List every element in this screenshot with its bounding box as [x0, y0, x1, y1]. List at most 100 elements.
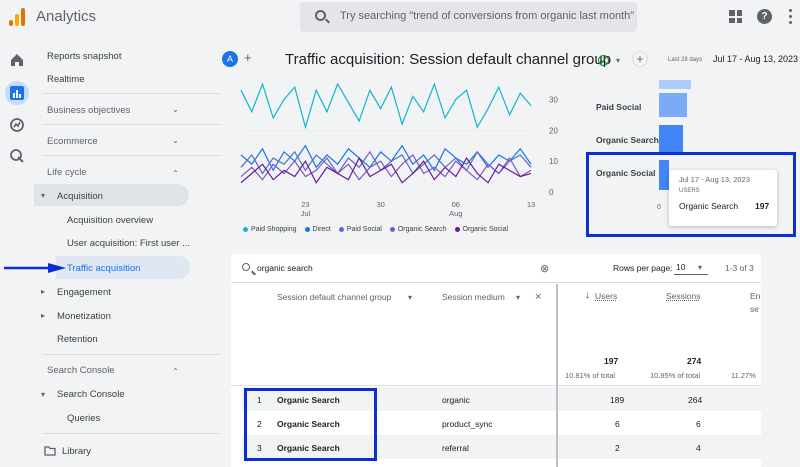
- select-underline: [674, 274, 708, 275]
- sort-arrow-icon[interactable]: ↓: [585, 290, 590, 301]
- apps-grid-icon[interactable]: [729, 10, 742, 23]
- series-line[interactable]: [240, 156, 532, 184]
- divider: [42, 124, 220, 125]
- bar-label: Organic Social: [596, 168, 656, 178]
- col-header-users[interactable]: Users: [595, 291, 618, 301]
- annotation-box: [244, 388, 377, 461]
- legend-item[interactable]: Organic Search: [389, 226, 447, 233]
- x-tick-label: 30: [376, 200, 384, 209]
- remove-dimension-icon[interactable]: ×: [535, 291, 542, 303]
- row-sessions: 4: [696, 443, 701, 453]
- bar[interactable]: [659, 160, 669, 190]
- advertising-icon[interactable]: [9, 148, 25, 164]
- legend-item[interactable]: Paid Shopping: [243, 226, 297, 233]
- x-tick-label: 06: [452, 200, 460, 209]
- sidebar-item-acquisition[interactable]: Acquisition: [57, 191, 103, 202]
- tooltip-channel: Organic Search: [679, 201, 739, 211]
- sidebar-item-queries[interactable]: Queries: [67, 413, 101, 424]
- row-index: 3: [257, 443, 262, 453]
- tooltip-metric: USERS: [679, 188, 700, 194]
- more-vert-icon[interactable]: [789, 9, 793, 24]
- x-tick-label: 13: [527, 200, 535, 209]
- rows-per-page-select[interactable]: 10: [676, 262, 686, 272]
- sidebar-item-retention[interactable]: Retention: [57, 334, 98, 345]
- comparison-avatar[interactable]: A: [222, 51, 238, 67]
- column-divider: [556, 284, 558, 467]
- dropdown-icon[interactable]: ▾: [616, 56, 621, 65]
- report-header: A + Traffic acquisition: Session default…: [222, 44, 800, 78]
- sidebar-item-realtime[interactable]: Realtime: [47, 74, 85, 85]
- sidebar-section-business-objectives[interactable]: Business objectives: [47, 105, 131, 116]
- col-header-sessions[interactable]: Sessions: [666, 291, 701, 301]
- sidebar-item-traffic-acquisition[interactable]: Traffic acquisition: [67, 263, 141, 274]
- col-header-channel-group[interactable]: Session default channel group: [277, 292, 392, 302]
- col-header-truncated[interactable]: se: [750, 304, 759, 314]
- add-comparison-button[interactable]: +: [244, 50, 252, 65]
- chevron-down-icon[interactable]: ⌄: [172, 105, 179, 114]
- series-line[interactable]: [240, 82, 532, 130]
- col-header-session-medium[interactable]: Session medium: [442, 292, 505, 302]
- check-circle-icon: [598, 55, 609, 66]
- sidebar-item-reports-snapshot[interactable]: Reports snapshot: [47, 51, 122, 62]
- date-range-preset[interactable]: Last 28 days: [668, 57, 703, 63]
- chevron-up-icon[interactable]: ⌃: [172, 367, 179, 376]
- legend-item[interactable]: Paid Social: [338, 226, 382, 233]
- analytics-logo-icon[interactable]: [9, 8, 25, 26]
- x-tick-label: Aug: [449, 209, 462, 218]
- date-range[interactable]: Jul 17 - Aug 13, 2023: [713, 54, 799, 64]
- data-table: organic search ⊗ Rows per page: 10 ▾ 1-3…: [231, 254, 761, 467]
- row-medium: product_sync: [442, 419, 493, 429]
- sidebar-section-search-console[interactable]: Search Console: [47, 365, 115, 376]
- sidebar-item-user-acquisition[interactable]: User acquisition: First user ...: [67, 238, 191, 249]
- sidebar-section-ecommerce[interactable]: Ecommerce: [47, 136, 98, 147]
- chevron-down-icon[interactable]: ⌄: [172, 136, 179, 145]
- clear-search-icon[interactable]: ⊗: [540, 263, 550, 275]
- search-input[interactable]: Try searching "trend of conversions from…: [300, 2, 637, 32]
- sidebar-item-library[interactable]: Library: [62, 446, 92, 457]
- caret-right-icon[interactable]: ▸: [41, 311, 46, 320]
- explore-icon[interactable]: [9, 117, 25, 133]
- legend-item[interactable]: Direct: [304, 226, 331, 233]
- series-line[interactable]: [240, 154, 532, 181]
- col-header-truncated[interactable]: En: [750, 291, 761, 301]
- legend-item[interactable]: Organic Social: [454, 226, 508, 233]
- dropdown-icon[interactable]: ▾: [698, 263, 703, 272]
- caret-down-icon[interactable]: ▾: [41, 191, 46, 200]
- search-icon: [242, 263, 250, 271]
- divider: [42, 93, 220, 94]
- reports-icon[interactable]: [9, 85, 25, 101]
- home-icon[interactable]: [9, 52, 25, 68]
- sidebar-section-life-cycle[interactable]: Life cycle: [47, 167, 87, 178]
- divider: [231, 282, 761, 283]
- dropdown-icon[interactable]: ▾: [408, 293, 413, 302]
- add-button[interactable]: +: [632, 51, 648, 67]
- help-icon[interactable]: ?: [757, 9, 772, 24]
- legend-swatch: [243, 227, 248, 232]
- chart-tooltip: Jul 17 - Aug 13, 2023 USERS Organic Sear…: [669, 170, 777, 226]
- divider: [42, 155, 220, 156]
- table-search-input[interactable]: organic search: [257, 263, 313, 273]
- dropdown-icon[interactable]: ▾: [516, 293, 521, 302]
- row-sessions: 6: [696, 419, 701, 429]
- table-row[interactable]: 1 Organic Search organic 189 264: [241, 387, 761, 411]
- bar[interactable]: [659, 80, 691, 89]
- caret-right-icon[interactable]: ▸: [41, 287, 46, 296]
- legend-swatch: [454, 227, 460, 232]
- x-tick-label: 23: [301, 200, 309, 209]
- bar[interactable]: [659, 125, 683, 155]
- sidebar-item-search-console[interactable]: Search Console: [57, 389, 125, 400]
- series-line[interactable]: [240, 150, 532, 175]
- sidebar-item-acquisition-overview[interactable]: Acquisition overview: [67, 215, 154, 226]
- series-line[interactable]: [240, 144, 532, 172]
- total-users-pct: 10.81% of total: [565, 371, 616, 380]
- caret-down-icon[interactable]: ▾: [41, 390, 46, 399]
- table-row[interactable]: 2 Organic Search product_sync 6 6: [241, 411, 761, 435]
- legend-swatch: [389, 227, 395, 232]
- table-row[interactable]: 3 Organic Search referral 2 4: [241, 435, 761, 459]
- row-channel: Organic Search: [277, 395, 340, 405]
- sidebar-item-monetization[interactable]: Monetization: [57, 311, 111, 322]
- left-rail: [0, 36, 34, 467]
- sidebar-item-engagement[interactable]: Engagement: [57, 287, 111, 298]
- bar[interactable]: [659, 93, 687, 117]
- chevron-up-icon[interactable]: ⌃: [172, 169, 179, 178]
